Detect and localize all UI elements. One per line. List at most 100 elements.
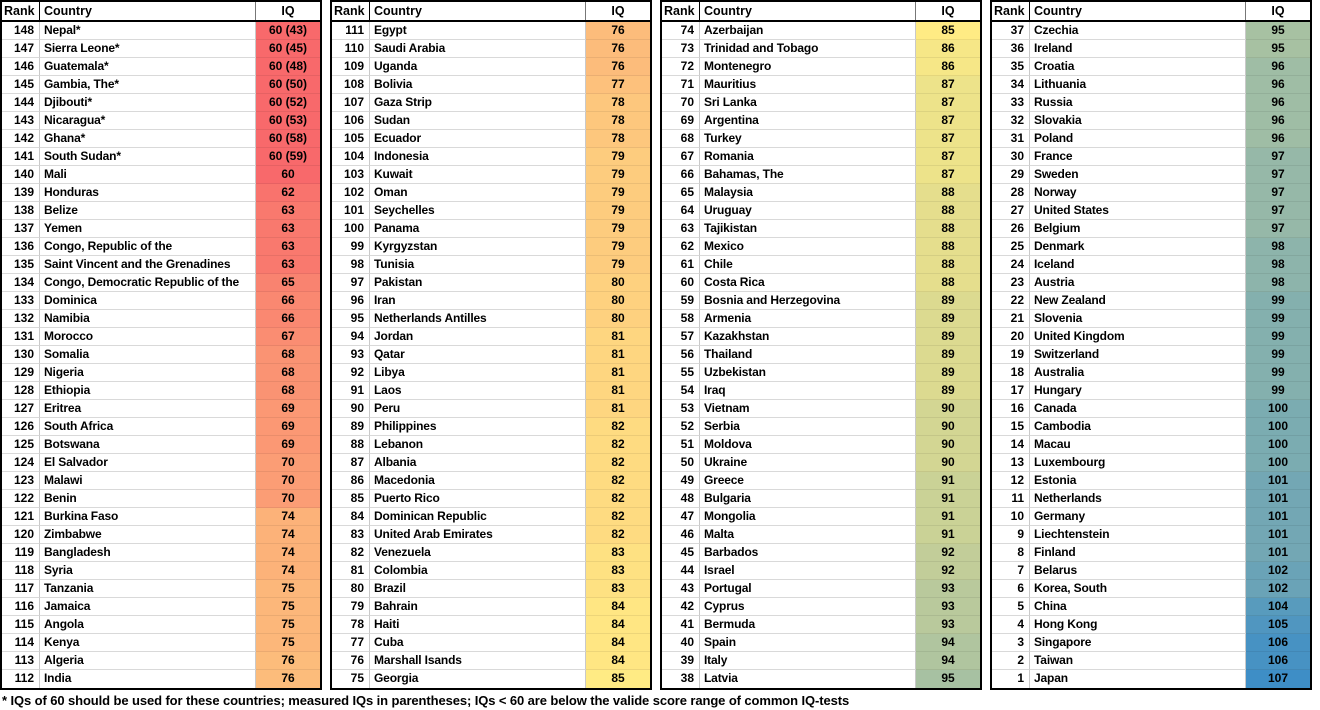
table-row: 24 Iceland 98 bbox=[992, 256, 1310, 274]
country-cell: Serbia bbox=[700, 418, 916, 436]
country-cell: India bbox=[40, 670, 256, 688]
rank-cell: 38 bbox=[662, 670, 700, 688]
country-cell: Poland bbox=[1030, 130, 1246, 148]
table-body: 148 Nepal* 60 (43) 147 Sierra Leone* 60 (45) 1… bbox=[2, 22, 320, 688]
iq-cell: 82 bbox=[586, 454, 650, 472]
rank-cell: 12 bbox=[992, 472, 1030, 490]
iq-cell: 63 bbox=[256, 238, 320, 256]
rank-column-header: Rank bbox=[992, 2, 1030, 20]
country-cell: Cuba bbox=[370, 634, 586, 652]
country-cell: Taiwan bbox=[1030, 652, 1246, 670]
rank-cell: 70 bbox=[662, 94, 700, 112]
iq-cell: 81 bbox=[586, 346, 650, 364]
table-row: 139 Honduras 62 bbox=[2, 184, 320, 202]
country-cell: Belgium bbox=[1030, 220, 1246, 238]
table-row: 26 Belgium 97 bbox=[992, 220, 1310, 238]
rank-cell: 56 bbox=[662, 346, 700, 364]
iq-cell: 97 bbox=[1246, 148, 1310, 166]
iq-cell: 95 bbox=[1246, 22, 1310, 40]
iq-cell: 80 bbox=[586, 274, 650, 292]
country-cell: Korea, South bbox=[1030, 580, 1246, 598]
table-row: 48 Bulgaria 91 bbox=[662, 490, 980, 508]
rank-cell: 61 bbox=[662, 256, 700, 274]
rank-cell: 98 bbox=[332, 256, 370, 274]
country-cell: Djibouti* bbox=[40, 94, 256, 112]
rank-cell: 84 bbox=[332, 508, 370, 526]
iq-cell: 69 bbox=[256, 436, 320, 454]
table-row: 123 Malawi 70 bbox=[2, 472, 320, 490]
country-cell: Indonesia bbox=[370, 148, 586, 166]
rank-cell: 2 bbox=[992, 652, 1030, 670]
table-row: 117 Tanzania 75 bbox=[2, 580, 320, 598]
rank-column-header: Rank bbox=[2, 2, 40, 20]
country-cell: Mauritius bbox=[700, 76, 916, 94]
country-cell: Brazil bbox=[370, 580, 586, 598]
rank-cell: 83 bbox=[332, 526, 370, 544]
country-cell: Botswana bbox=[40, 436, 256, 454]
table-row: 45 Barbados 92 bbox=[662, 544, 980, 562]
country-cell: Italy bbox=[700, 652, 916, 670]
iq-cell: 100 bbox=[1246, 454, 1310, 472]
rank-cell: 144 bbox=[2, 94, 40, 112]
table-row: 50 Ukraine 90 bbox=[662, 454, 980, 472]
country-cell: Malaysia bbox=[700, 184, 916, 202]
iq-cell: 87 bbox=[916, 166, 980, 184]
country-cell: Jordan bbox=[370, 328, 586, 346]
table-row: 23 Austria 98 bbox=[992, 274, 1310, 292]
country-cell: Canada bbox=[1030, 400, 1246, 418]
country-cell: Guatemala* bbox=[40, 58, 256, 76]
country-cell: Malta bbox=[700, 526, 916, 544]
table-row: 29 Sweden 97 bbox=[992, 166, 1310, 184]
iq-cell: 84 bbox=[586, 634, 650, 652]
rank-cell: 141 bbox=[2, 148, 40, 166]
country-cell: South Sudan* bbox=[40, 148, 256, 166]
rank-cell: 16 bbox=[992, 400, 1030, 418]
iq-cell: 91 bbox=[916, 526, 980, 544]
country-cell: Russia bbox=[1030, 94, 1246, 112]
table-row: 57 Kazakhstan 89 bbox=[662, 328, 980, 346]
iq-cell: 89 bbox=[916, 292, 980, 310]
rank-cell: 133 bbox=[2, 292, 40, 310]
iq-cell: 91 bbox=[916, 472, 980, 490]
country-cell: Jamaica bbox=[40, 598, 256, 616]
table-row: 66 Bahamas, The 87 bbox=[662, 166, 980, 184]
country-cell: Cyprus bbox=[700, 598, 916, 616]
iq-cell: 94 bbox=[916, 652, 980, 670]
rank-cell: 92 bbox=[332, 364, 370, 382]
table-row: 127 Eritrea 69 bbox=[2, 400, 320, 418]
table-row: 60 Costa Rica 88 bbox=[662, 274, 980, 292]
rank-cell: 18 bbox=[992, 364, 1030, 382]
table-row: 135 Saint Vincent and the Grenadines 63 bbox=[2, 256, 320, 274]
ranking-panel-3: Rank Country IQ 74 Azerbaijan 85 73 Trinidad… bbox=[660, 0, 982, 690]
table-row: 141 South Sudan* 60 (59) bbox=[2, 148, 320, 166]
table-header: Rank Country IQ bbox=[662, 2, 980, 22]
rank-cell: 85 bbox=[332, 490, 370, 508]
table-row: 133 Dominica 66 bbox=[2, 292, 320, 310]
country-cell: Zimbabwe bbox=[40, 526, 256, 544]
iq-cell: 98 bbox=[1246, 238, 1310, 256]
country-cell: Congo, Republic of the bbox=[40, 238, 256, 256]
table-row: 59 Bosnia and Herzegovina 89 bbox=[662, 292, 980, 310]
rank-cell: 50 bbox=[662, 454, 700, 472]
country-cell: Montenegro bbox=[700, 58, 916, 76]
rank-cell: 129 bbox=[2, 364, 40, 382]
rank-cell: 30 bbox=[992, 148, 1030, 166]
table-row: 136 Congo, Republic of the 63 bbox=[2, 238, 320, 256]
table-row: 132 Namibia 66 bbox=[2, 310, 320, 328]
table-row: 102 Oman 79 bbox=[332, 184, 650, 202]
rank-cell: 122 bbox=[2, 490, 40, 508]
rank-cell: 86 bbox=[332, 472, 370, 490]
country-cell: Chile bbox=[700, 256, 916, 274]
country-cell: Armenia bbox=[700, 310, 916, 328]
table-row: 73 Trinidad and Tobago 86 bbox=[662, 40, 980, 58]
table-row: 76 Marshall Isands 84 bbox=[332, 652, 650, 670]
iq-cell: 69 bbox=[256, 400, 320, 418]
rank-cell: 25 bbox=[992, 238, 1030, 256]
rank-cell: 102 bbox=[332, 184, 370, 202]
table-header: Rank Country IQ bbox=[2, 2, 320, 22]
iq-cell: 88 bbox=[916, 202, 980, 220]
rank-cell: 93 bbox=[332, 346, 370, 364]
iq-cell: 81 bbox=[586, 364, 650, 382]
table-row: 147 Sierra Leone* 60 (45) bbox=[2, 40, 320, 58]
table-row: 93 Qatar 81 bbox=[332, 346, 650, 364]
